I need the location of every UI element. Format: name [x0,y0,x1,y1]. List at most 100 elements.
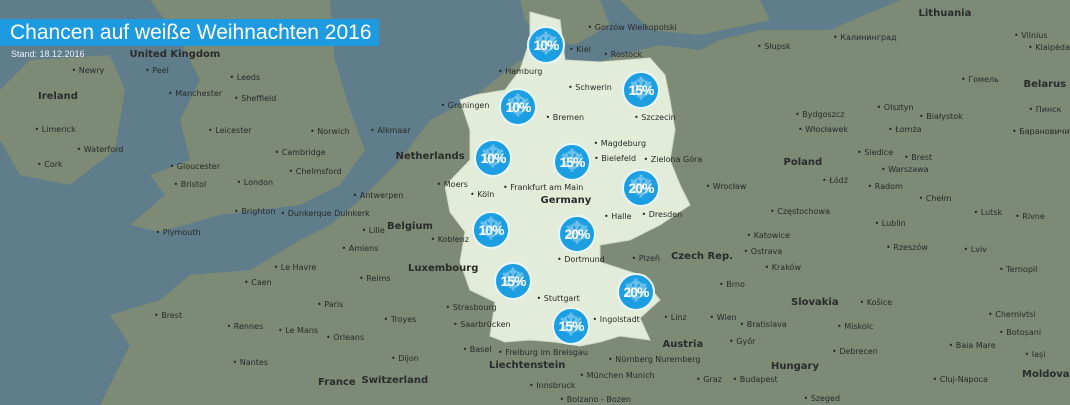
date-stamp: Stand: 18.12.2016 [11,49,85,59]
city-label: Lviv [964,245,987,255]
snow-chance-badge[interactable]: ❄ 20% [622,169,660,207]
city-label: München Munich [580,371,655,381]
city-label: Troyes [384,315,417,325]
country-label: Belgium [387,221,433,232]
city-label: Nürnberg Nuremberg [608,355,700,365]
snowflake-icon: ❄ [628,171,654,204]
city-label: Leicester [208,126,251,136]
city-label: Stuttgart [537,294,580,304]
snow-chance-badge[interactable]: ❄ 15% [622,71,660,109]
country-label: Switzerland [361,375,429,386]
snowflake-icon: ❄ [559,145,585,178]
city-label: Cluj-Napoca [933,375,988,385]
city-label: Lille [362,226,385,236]
city-label: Bristol [174,180,206,190]
city-label: Olsztyn [877,103,914,113]
country-label: France [318,377,356,388]
country-label: United Kingdom [129,49,221,60]
country-label: Lithuania [918,8,972,19]
city-label: Częstochowa [770,207,830,217]
city-label: Ingolstadt [593,315,640,325]
city-label: Łomża [888,125,921,135]
city-label: Reims [359,274,390,284]
city-label: Caen [244,278,271,288]
city-label: Słupsk [757,42,790,52]
city-label: Wien [710,313,737,323]
snow-chance-badge[interactable]: ❄ 20% [558,215,596,253]
city-label: Chelmsford [289,167,342,177]
city-label: Гомель [961,75,999,85]
city-label: Linz [664,313,687,323]
city-label: Dresden [642,210,682,220]
country-label: Netherlands [395,151,465,162]
city-label: Baia Mare [949,341,996,351]
country-label: Czech Rep. [671,251,733,262]
snowflake-icon: ❄ [628,73,654,106]
snow-chance-badge[interactable]: ❄ 15% [494,262,532,300]
city-label: Vilnius [1014,31,1047,41]
snow-chance-badge[interactable]: ❄ 20% [617,273,655,311]
country-label: Austria [662,339,704,350]
city-label: Cork [37,160,62,170]
city-label: London [237,178,273,188]
snowflake-icon: ❄ [623,275,649,308]
city-label: Rennes [227,322,263,332]
city-label: Szczecin [634,113,676,123]
snow-chance-badge[interactable]: ❄ 10% [527,26,565,64]
snow-chance-value: 10% [480,150,506,166]
city-label: Калининград [833,33,896,43]
city-label: Frankfurt am Main [503,183,583,193]
city-label: Ostrava [744,247,782,257]
city-label: Botoșani [999,328,1041,338]
snow-chance-badge[interactable]: ❄ 10% [474,139,512,177]
city-label: Graz [696,375,722,385]
country-label: Belarus [1023,79,1067,90]
city-label: Katowice [747,231,790,241]
city-label: Miskolc [837,322,873,332]
city-label: Peel [145,66,169,76]
city-label: Paris [317,300,343,310]
city-label: Amiens [342,244,379,254]
city-label: Dunkerque Duinkerk [281,209,370,219]
city-label: Rzeszów [886,243,927,253]
city-label: Norwich [310,127,349,137]
page-title: Chancen auf weiße Weihnachten 2016 [0,19,379,46]
city-label: Rivne [1015,212,1045,222]
city-label: Magdeburg [594,139,646,149]
city-label: Klaipėda [1028,43,1070,53]
city-label: Rostock [604,50,642,60]
snow-chance-value: 10% [505,99,531,115]
city-label: Sheffield [234,94,276,104]
city-label: Brighton [234,207,275,217]
snow-chance-value: 20% [628,180,654,196]
country-label: Slovakia [791,297,839,308]
city-label: Waterford [77,145,124,155]
snow-chance-value: 15% [628,82,654,98]
city-label: Włocławek [798,125,848,135]
snow-chance-value: 10% [478,222,504,238]
city-label: Iași [1025,350,1046,360]
country-label: Liechtenstein [489,360,566,371]
snow-chance-badge[interactable]: ❄ 15% [553,143,591,181]
city-label: Łódź [822,176,848,186]
city-label: Debrecen [832,347,878,357]
snow-chance-badge[interactable]: ❄ 10% [472,211,510,249]
city-label: Plzeň [632,254,660,264]
city-label: Brno [719,280,745,290]
city-label: Koblenz [431,235,469,245]
snow-chance-badge[interactable]: ❄ 10% [499,88,537,126]
city-label: Nantes [233,358,268,368]
city-label: Köln [470,190,494,200]
city-label: Gloucester [170,162,220,172]
snow-chance-value: 20% [623,284,649,300]
snow-chance-badge[interactable]: ❄ 15% [552,307,590,345]
city-label: Lutsk [974,208,1002,218]
city-label: Brest [154,311,182,321]
city-label: Brest [904,153,932,163]
city-label: Zielona Góra [644,155,703,165]
snow-chance-value: 10% [533,37,559,53]
city-label: Manchester [168,89,222,99]
city-label: Białystok [919,112,962,122]
city-label: Strasbourg [446,303,497,313]
city-label: Warszawa [881,165,928,175]
